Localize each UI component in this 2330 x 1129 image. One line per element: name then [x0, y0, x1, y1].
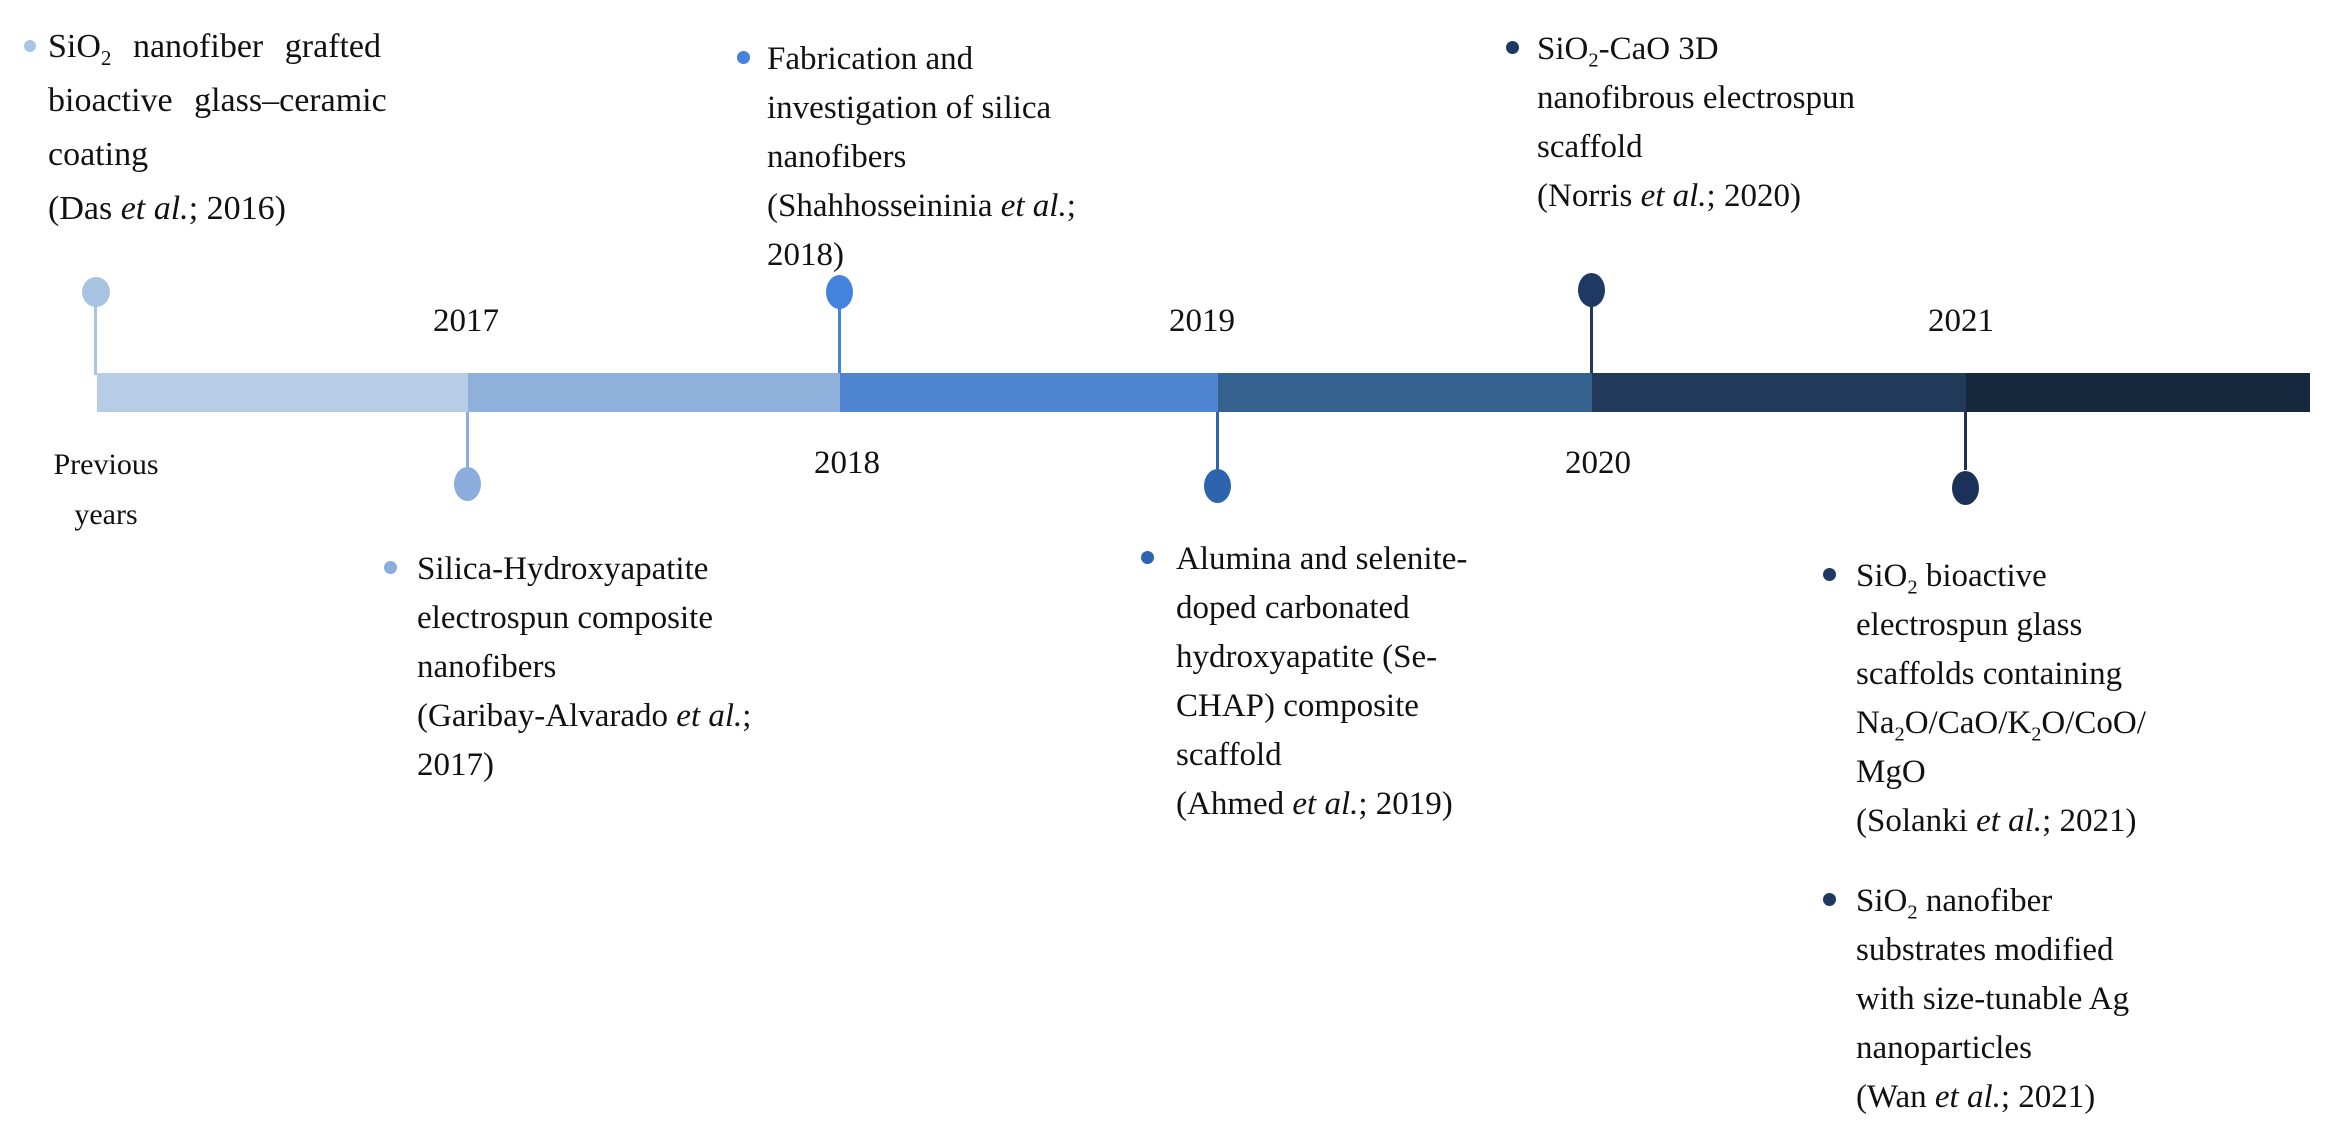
event-text-line: doped carbonated: [1176, 590, 1410, 626]
event-text-line: Na2O/CaO/K2O/CoO/: [1856, 705, 2146, 746]
marker-stem-2020: [1590, 292, 1593, 373]
previous-years-line1: Previous: [53, 448, 159, 481]
event-ahmed-2019: Alumina and selenite- doped carbonated h…: [1141, 535, 1611, 829]
year-label-2017: 2017: [433, 303, 499, 339]
marker-stem-2021: [1964, 412, 1967, 470]
event-text-line: (Das et al.; 2016): [48, 190, 286, 227]
event-text-line: investigation of silica: [767, 90, 1052, 126]
event-text-line: with size-tunable Ag: [1856, 981, 2130, 1017]
bar-segment-2021: [1966, 373, 2310, 412]
event-norris-2020: SiO2-CaO 3D nanofibrous electrospun scaf…: [1506, 25, 1906, 221]
marker-dot-2020: [1578, 273, 1605, 307]
bullet-icon: [24, 40, 36, 52]
bullet-icon: [1823, 893, 1836, 906]
event-text-line: nanofibers: [767, 139, 907, 175]
bullet-icon: [384, 561, 397, 574]
event-text-line: scaffold: [1537, 129, 1643, 165]
event-text-line: nanoparticles: [1856, 1030, 2032, 1066]
event-text-line: (Shahhosseininia et al.;: [767, 188, 1076, 224]
event-text-line: SiO2-CaO 3D: [1537, 31, 1719, 72]
marker-dot-2018: [826, 275, 853, 309]
year-label-2018: 2018: [814, 445, 880, 481]
bar-segment-previous-years: [97, 373, 468, 412]
marker-stem-previous-years: [94, 292, 97, 375]
marker-dot-2019: [1204, 469, 1231, 503]
event-text-line: (Norris et al.; 2020): [1537, 178, 1801, 214]
bullet-icon: [1823, 568, 1836, 581]
event-wan-2021: SiO2 nanofiber substrates modified with …: [1823, 877, 2283, 1122]
event-text-line: (Wan et al.; 2021): [1856, 1079, 2096, 1115]
bullet-icon: [737, 51, 750, 64]
event-garibay-alvarado-2017: Silica-Hydroxyapatite electrospun compos…: [384, 545, 914, 790]
event-text-line: Fabrication and: [767, 41, 974, 77]
event-text-line: substrates modified: [1856, 932, 2114, 968]
year-label-2019: 2019: [1169, 303, 1235, 339]
bar-segment-2017: [468, 373, 840, 412]
year-label-2020: 2020: [1565, 445, 1631, 481]
event-text-line: coating: [48, 136, 149, 173]
event-text-line: scaffolds containing: [1856, 656, 2123, 692]
bullet-icon: [1506, 41, 1519, 54]
marker-dot-previous-years: [82, 277, 110, 307]
event-text-line: scaffold: [1176, 737, 1282, 773]
event-text-line: nanofibers: [417, 649, 557, 685]
event-text-line: nanofibrous electrospun: [1537, 80, 1855, 116]
event-text-line: (Garibay-Alvarado et al.;: [417, 698, 752, 734]
year-label-2021: 2021: [1928, 303, 1994, 339]
marker-stem-2019: [1216, 412, 1219, 470]
marker-stem-2017: [466, 412, 469, 470]
event-text-line: SiO2 bioactive: [1856, 558, 2047, 599]
bullet-icon: [1141, 551, 1154, 564]
event-das-2016: SiO2 nanofiber grafted bioactive glass–c…: [22, 20, 484, 236]
bar-segment-2019: [1218, 373, 1592, 412]
event-text-line: electrospun composite: [417, 600, 714, 636]
event-text-line: Alumina and selenite-: [1176, 541, 1468, 577]
event-text-line: (Solanki et al.; 2021): [1856, 803, 2137, 839]
marker-dot-2021: [1952, 471, 1979, 505]
event-text-line: electrospun glass: [1856, 607, 2083, 643]
event-text-line: hydroxyapatite (Se-: [1176, 639, 1438, 675]
previous-years-label: Previous years: [54, 440, 159, 540]
event-text-line: 2017): [417, 747, 494, 783]
event-text-line: SiO2 nanofiber grafted: [48, 28, 382, 70]
previous-years-line2: years: [74, 498, 138, 531]
event-solanki-2021: SiO2 bioactive electrospun glass scaffol…: [1823, 552, 2283, 846]
event-text-line: Silica-Hydroxyapatite: [417, 551, 709, 587]
bar-segment-2020: [1592, 373, 1966, 412]
event-text-line: SiO2 nanofiber: [1856, 883, 2053, 924]
event-shahhosseininia-2018: Fabrication and investigation of silica …: [737, 35, 1097, 280]
bar-segment-2018: [840, 373, 1218, 412]
event-text-line: (Ahmed et al.; 2019): [1176, 786, 1453, 822]
marker-dot-2017: [454, 467, 481, 501]
event-text-line: bioactive glass–ceramic: [48, 82, 387, 119]
marker-stem-2018: [838, 292, 841, 373]
event-text-line: 2018): [767, 237, 844, 273]
event-text-line: CHAP) composite: [1176, 688, 1419, 724]
event-text-line: MgO: [1856, 754, 1926, 790]
